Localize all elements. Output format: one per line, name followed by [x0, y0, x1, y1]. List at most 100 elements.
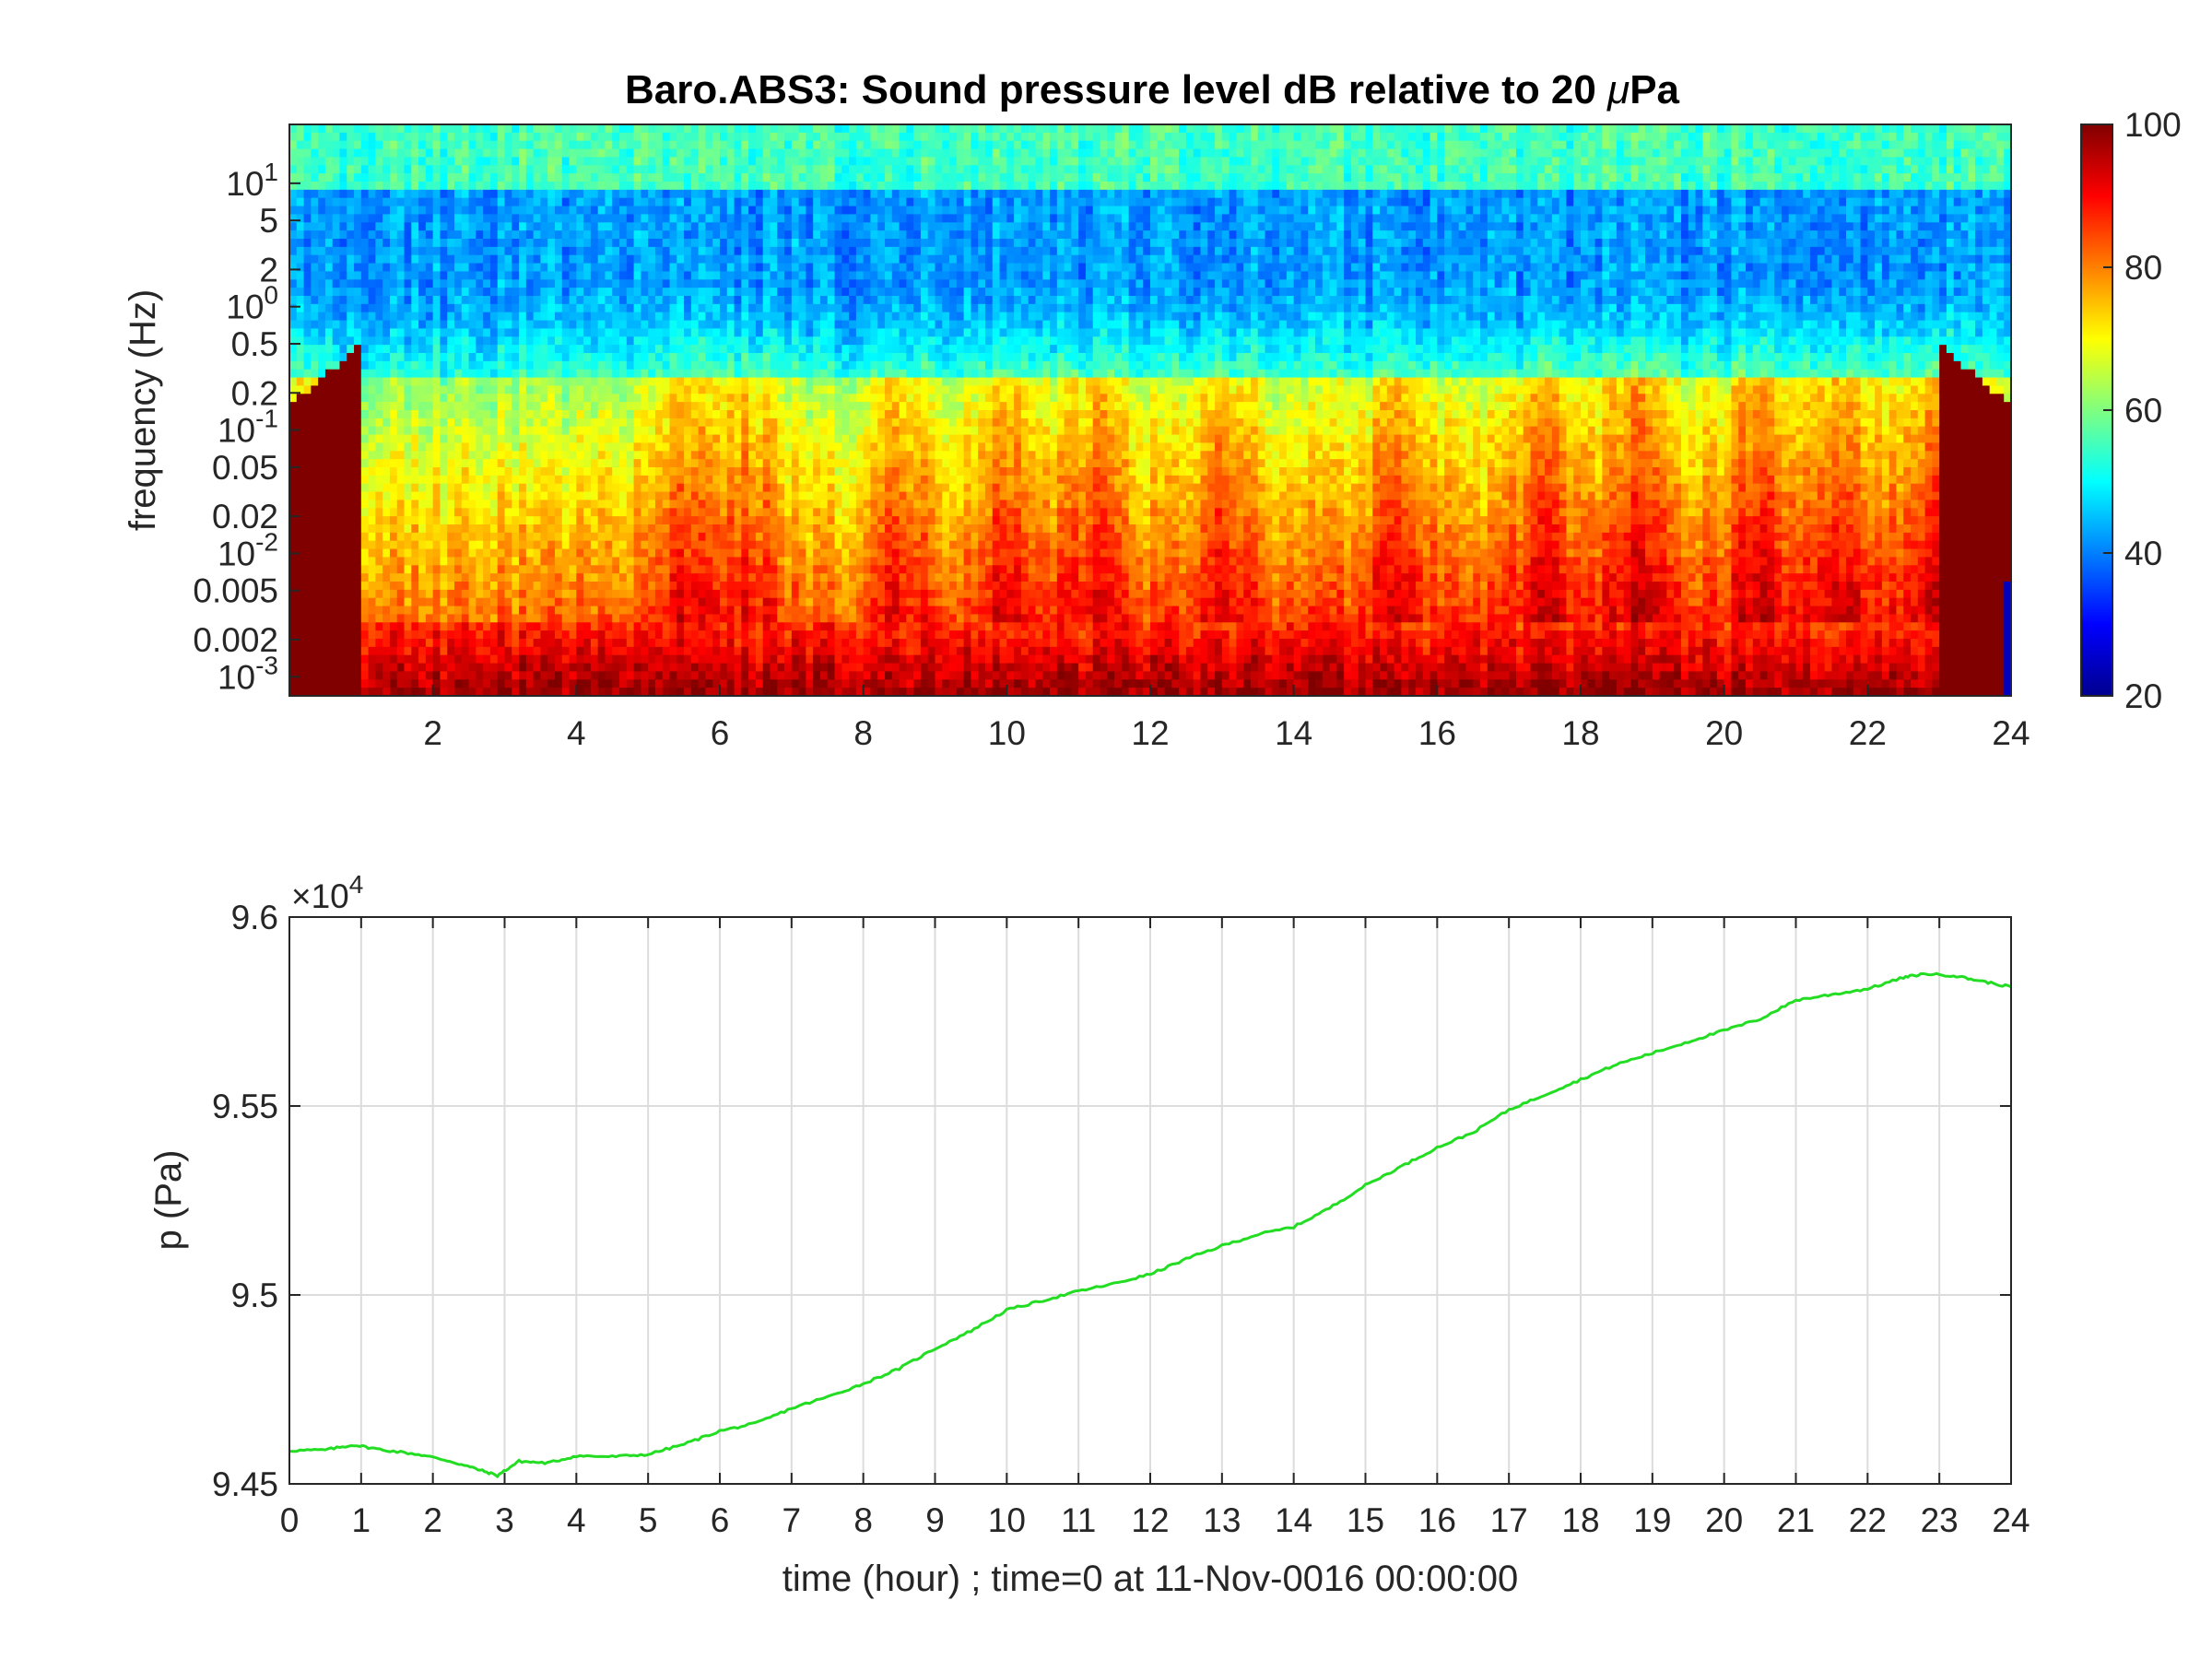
spectrogram-cell — [726, 622, 735, 631]
spectrogram-cell — [784, 222, 793, 231]
spectrogram-cell — [360, 654, 370, 665]
spectrogram-cell — [712, 434, 721, 444]
spectrogram-cell — [690, 239, 700, 248]
spectrogram-cell — [705, 508, 713, 517]
spectrogram-cell — [512, 679, 520, 688]
spectrogram-cell — [540, 451, 548, 460]
spectrogram-cell — [432, 671, 441, 680]
spectrogram-cell — [296, 214, 305, 223]
spectrogram-cell — [318, 369, 326, 379]
spectrogram-cell — [583, 197, 592, 207]
spectrogram-cell — [597, 189, 606, 199]
spectrogram-cell — [512, 377, 520, 387]
spectrogram-cell — [748, 646, 757, 656]
spectrogram-cell — [633, 426, 641, 436]
spectrogram-cell — [684, 239, 692, 248]
spectrogram-cell — [770, 360, 778, 371]
spectrogram-cell — [447, 671, 455, 680]
spectrogram-cell — [461, 353, 470, 362]
spectrogram-cell — [669, 312, 677, 322]
spectrogram-cell — [791, 565, 800, 574]
spectrogram-cell — [461, 394, 470, 403]
spectrogram-cell — [641, 442, 649, 452]
spectrogram-cell — [669, 189, 677, 199]
spectrogram-cell — [569, 263, 577, 273]
spectrogram-cell — [425, 654, 434, 665]
spectrogram-cell — [468, 189, 477, 199]
spectrogram-cell — [762, 189, 771, 199]
spectrogram-cell — [755, 663, 764, 673]
spectrogram-cell — [324, 148, 334, 159]
spectrogram-cell — [324, 467, 334, 477]
spectrogram-cell — [726, 271, 735, 280]
spectrogram-cell — [597, 132, 606, 142]
spectrogram-cell — [525, 532, 535, 542]
spectrogram-cell — [318, 459, 326, 468]
spectrogram-cell — [540, 491, 548, 501]
spectrogram-cell — [791, 353, 800, 362]
spectrogram-cell — [590, 516, 599, 525]
spectrogram-cell — [476, 557, 484, 566]
spectrogram-cell — [318, 246, 326, 256]
spectrogram-cell — [698, 369, 707, 379]
spectrogram-cell — [784, 394, 793, 403]
spectrogram-cell — [712, 394, 721, 403]
spectrogram-cell — [698, 671, 707, 680]
spectrogram-cell — [324, 296, 334, 305]
spectrogram-cell — [519, 353, 527, 362]
spectrogram-cell — [720, 597, 728, 607]
spectrogram-cell — [605, 246, 613, 256]
spectrogram-cell — [720, 189, 728, 199]
spectrogram-cell — [576, 516, 584, 525]
spectrogram-cell — [554, 353, 563, 362]
spectrogram-cell — [339, 124, 347, 134]
spectrogram-cell — [590, 688, 599, 697]
spectrogram-cell — [454, 320, 463, 330]
spectrogram-cell — [519, 426, 527, 436]
spectrogram-cell — [303, 418, 312, 428]
spectrogram-cell — [418, 565, 427, 574]
spectrogram-cell — [641, 206, 649, 216]
spectrogram-cell — [605, 614, 613, 623]
spectrogram-cell — [726, 254, 735, 265]
spectrogram-cell — [368, 246, 376, 256]
spectrogram-cell — [454, 157, 463, 166]
spectrogram-cell — [375, 182, 383, 191]
spectrogram-cell — [504, 646, 512, 656]
spectrogram-cell — [576, 157, 584, 166]
spectrogram-cell — [454, 303, 463, 313]
spectrogram-cell — [533, 639, 542, 648]
spectrogram-cell — [654, 508, 664, 517]
spectrogram-cell — [648, 679, 656, 688]
spectrogram-cell — [347, 671, 355, 680]
spectrogram-cell — [525, 467, 535, 477]
spectrogram-cell — [432, 646, 441, 656]
spectrogram-cell — [712, 312, 721, 322]
spectrogram-cell — [461, 540, 470, 550]
spectrogram-cell — [504, 230, 512, 240]
spectrogram-cell — [540, 288, 548, 297]
spectrogram-cell — [633, 630, 641, 640]
spectrogram-cell — [633, 491, 641, 501]
spectrogram-cell — [318, 206, 326, 216]
spectrogram-cell — [698, 222, 707, 231]
spectrogram-cell — [648, 654, 656, 665]
spectrogram-cell — [561, 654, 571, 665]
spectrogram-cell — [662, 597, 671, 607]
spectrogram-cell — [554, 394, 563, 403]
spectrogram-cell — [533, 532, 542, 542]
spectrogram-cell — [605, 516, 613, 525]
spectrogram-cell — [418, 197, 427, 207]
spectrogram-cell — [648, 132, 656, 142]
spectrogram-cell — [303, 312, 312, 322]
spectrogram-cell — [755, 606, 764, 616]
spectrogram-cell — [425, 663, 434, 673]
spectrogram-cell — [347, 328, 355, 337]
spectrogram-cell — [461, 630, 470, 640]
spectrogram-cell — [748, 197, 757, 207]
spectrogram-cell — [626, 434, 635, 444]
spectrogram-cell — [705, 606, 713, 616]
spectrogram-cell — [303, 524, 312, 534]
spectrogram-cell — [741, 288, 749, 297]
spectrogram-cell — [669, 263, 677, 273]
